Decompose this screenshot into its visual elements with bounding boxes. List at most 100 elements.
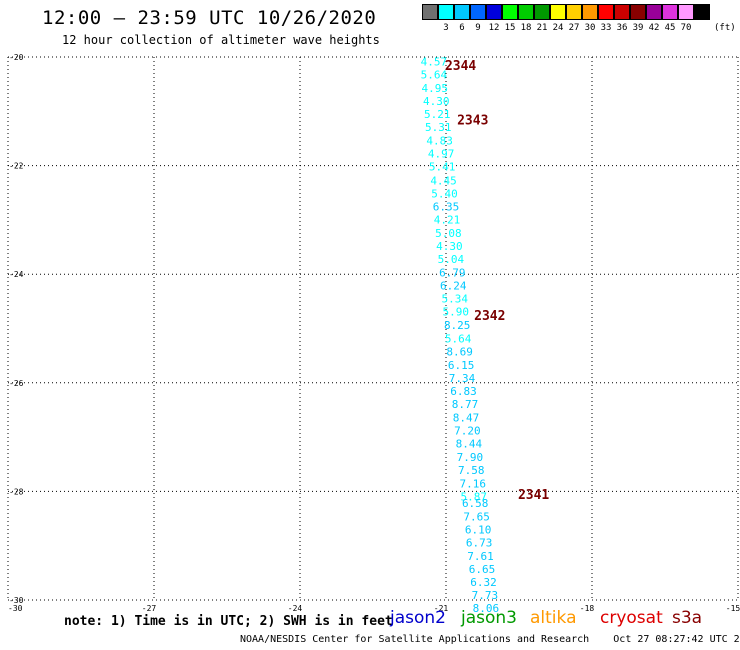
wave-height-value: 8.44 <box>456 438 483 451</box>
legend-tick-label: 27 <box>568 23 580 33</box>
wave-height-value: 5.87 <box>460 490 487 503</box>
wave-height-value: 8.47 <box>453 412 480 425</box>
legend-tick-label: 36 <box>616 23 628 33</box>
pass-time-label: 2341 <box>518 488 549 503</box>
latitude-tick-label: -26 <box>9 379 24 388</box>
wave-height-value: 7.58 <box>458 464 485 477</box>
legend-swatch <box>518 4 534 20</box>
wave-height-value: 6.10 <box>465 523 492 536</box>
map-subtitle: 12 hour collection of altimeter wave hei… <box>62 33 380 47</box>
wave-height-value: 6.79 <box>439 267 466 280</box>
legend-swatch <box>678 4 694 20</box>
wave-height-value: 6.32 <box>470 576 497 589</box>
wave-height-value: 6.83 <box>450 385 477 398</box>
legend-tick-label: 15 <box>504 23 516 33</box>
wave-height-value: 7.34 <box>449 372 476 385</box>
wave-height-value: 5.40 <box>431 187 458 200</box>
wave-height-value: 6.73 <box>466 536 493 549</box>
wave-height-value: 8.69 <box>446 345 473 358</box>
legend-swatch <box>582 4 598 20</box>
legend-swatch <box>502 4 518 20</box>
legend-swatch <box>422 4 438 20</box>
wave-height-value: 5.41 <box>429 161 456 174</box>
legend-swatch <box>694 4 710 20</box>
wave-height-value: 4.30 <box>436 240 463 253</box>
longitude-tick-label: -27 <box>142 604 157 613</box>
satellite-cryosat-label: cryosat <box>600 608 663 628</box>
wave-height-value: 5.64 <box>445 332 472 345</box>
wave-height-value: 4.83 <box>426 135 453 148</box>
wave-height-value: 5.08 <box>435 227 462 240</box>
wave-height-value: 6.65 <box>469 563 496 576</box>
satellite-s3a-label: s3a <box>672 608 703 628</box>
wave-height-value: 7.20 <box>454 425 481 438</box>
legend-tick-label: 70 <box>680 23 692 33</box>
legend-tick-label: 21 <box>536 23 548 33</box>
footer-credit: NOAA/NESDIS Center for Satellite Applica… <box>240 634 740 645</box>
wave-height-value: 7.61 <box>467 550 494 563</box>
wave-height-value: 6.24 <box>440 280 467 293</box>
legend-tick-label: 12 <box>488 23 500 33</box>
footer-note: note: 1) Time is in UTC; 2) SWH is in fe… <box>64 614 393 629</box>
legend-swatch <box>566 4 582 20</box>
legend-swatch <box>438 4 454 20</box>
longitude-tick-label: -15 <box>726 604 740 613</box>
wave-height-value: 4.21 <box>434 213 461 226</box>
legend-swatch <box>598 4 614 20</box>
wave-height-value: 4.95 <box>422 82 449 95</box>
legend-tick-label: 9 <box>475 23 481 33</box>
legend-tick-label: 39 <box>632 23 644 33</box>
legend-swatch <box>614 4 630 20</box>
wave-height-value: 5.04 <box>438 253 465 266</box>
longitude-tick-label: -30 <box>8 604 23 613</box>
wave-height-value: 4.57 <box>421 55 448 68</box>
wave-height-value: 6.15 <box>448 359 475 372</box>
satellite-jason3-label: jason3 <box>461 608 517 628</box>
wave-height-value: 7.90 <box>457 451 484 464</box>
wave-height-value: 6.58 <box>462 497 489 510</box>
longitude-tick-label: -24 <box>288 604 303 613</box>
wave-height-value: 6.35 <box>433 200 460 213</box>
wave-height-value: 8.06 <box>473 602 500 615</box>
latitude-tick-label: -22 <box>9 162 24 171</box>
latitude-tick-label: -28 <box>9 487 24 496</box>
wave-height-value: 8.77 <box>452 398 479 411</box>
legend-swatch <box>630 4 646 20</box>
latitude-tick-label: -30 <box>9 596 24 605</box>
legend-tick-label: 45 <box>664 23 676 33</box>
legend-tick-label: 18 <box>520 23 532 33</box>
legend-tick-label: 42 <box>648 23 660 33</box>
wave-height-value: 4.97 <box>428 148 455 161</box>
legend-tick-label: 6 <box>459 23 465 33</box>
wave-height-value: 7.16 <box>460 477 487 490</box>
longitude-tick-label: -21 <box>434 604 449 613</box>
legend-swatch <box>550 4 566 20</box>
legend-swatch <box>534 4 550 20</box>
legend-swatch <box>646 4 662 20</box>
legend-swatch <box>454 4 470 20</box>
wave-height-value: 5.21 <box>424 108 451 121</box>
legend-swatch <box>662 4 678 20</box>
wave-height-value: 7.73 <box>472 589 499 602</box>
legend-tick-label: 33 <box>600 23 612 33</box>
map-title: 12:00 – 23:59 UTC 10/26/2020 <box>42 7 377 29</box>
latitude-tick-label: -20 <box>9 53 24 62</box>
pass-time-label: 2344 <box>445 59 476 74</box>
legend-tick-label: 24 <box>552 23 564 33</box>
longitude-tick-label: -18 <box>580 604 595 613</box>
latitude-tick-label: -24 <box>9 270 24 279</box>
wave-height-value: 5.64 <box>421 68 448 81</box>
satellite-altika-label: altika <box>530 608 577 628</box>
legend-swatch <box>486 4 502 20</box>
wave-height-value: 4.45 <box>430 174 457 187</box>
satellite-jason2-label: jason2 <box>390 608 446 628</box>
wave-height-value: 8.25 <box>444 319 471 332</box>
wave-height-value: 5.31 <box>425 121 452 134</box>
legend-tick-label: 30 <box>584 23 596 33</box>
wave-height-value: 4.30 <box>423 95 450 108</box>
pass-time-label: 2343 <box>457 113 488 128</box>
legend-unit-label: (ft) <box>714 23 736 33</box>
wave-height-value: 5.90 <box>442 306 469 319</box>
wave-height-value: 5.34 <box>442 293 469 306</box>
